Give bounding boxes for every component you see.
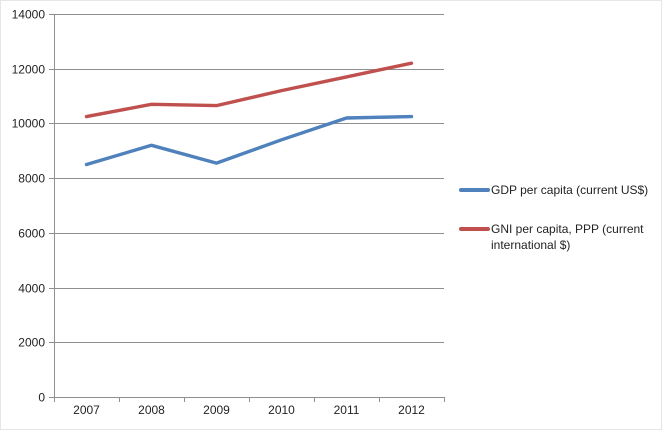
x-axis-label: 2009 [203,403,230,417]
legend-marker-gdp-line [459,188,490,192]
y-axis-label: 2000 [18,336,45,350]
x-axis-label: 2011 [334,403,360,417]
x-axis-label: 2008 [138,403,165,417]
legend-item-gni: GNI per capita, PPP (current internation… [459,221,659,253]
legend-label-gni: GNI per capita, PPP (current internation… [491,222,644,252]
legend-item-gdp: GDP per capita (current US$) [459,182,659,198]
y-axis-label: 4000 [18,282,45,296]
x-axis-label: 2010 [268,403,295,417]
y-axis-label: 6000 [18,227,45,241]
y-axis-label: 10000 [12,117,46,131]
series-line-gni [84,61,414,119]
x-axis-label: 2012 [398,403,425,417]
series-line-gdp [84,114,414,167]
legend-marker-gni-line [459,227,490,231]
legend-label-gdp: GDP per capita (current US$) [491,183,649,197]
y-axis-label: 0 [38,391,45,405]
x-axis-label: 2007 [73,403,100,417]
y-axis-label: 14000 [12,8,46,22]
legend: GDP per capita (current US$) GNI per cap… [459,182,659,276]
y-axis-label: 8000 [18,172,45,186]
y-axis-label: 12000 [12,63,46,77]
